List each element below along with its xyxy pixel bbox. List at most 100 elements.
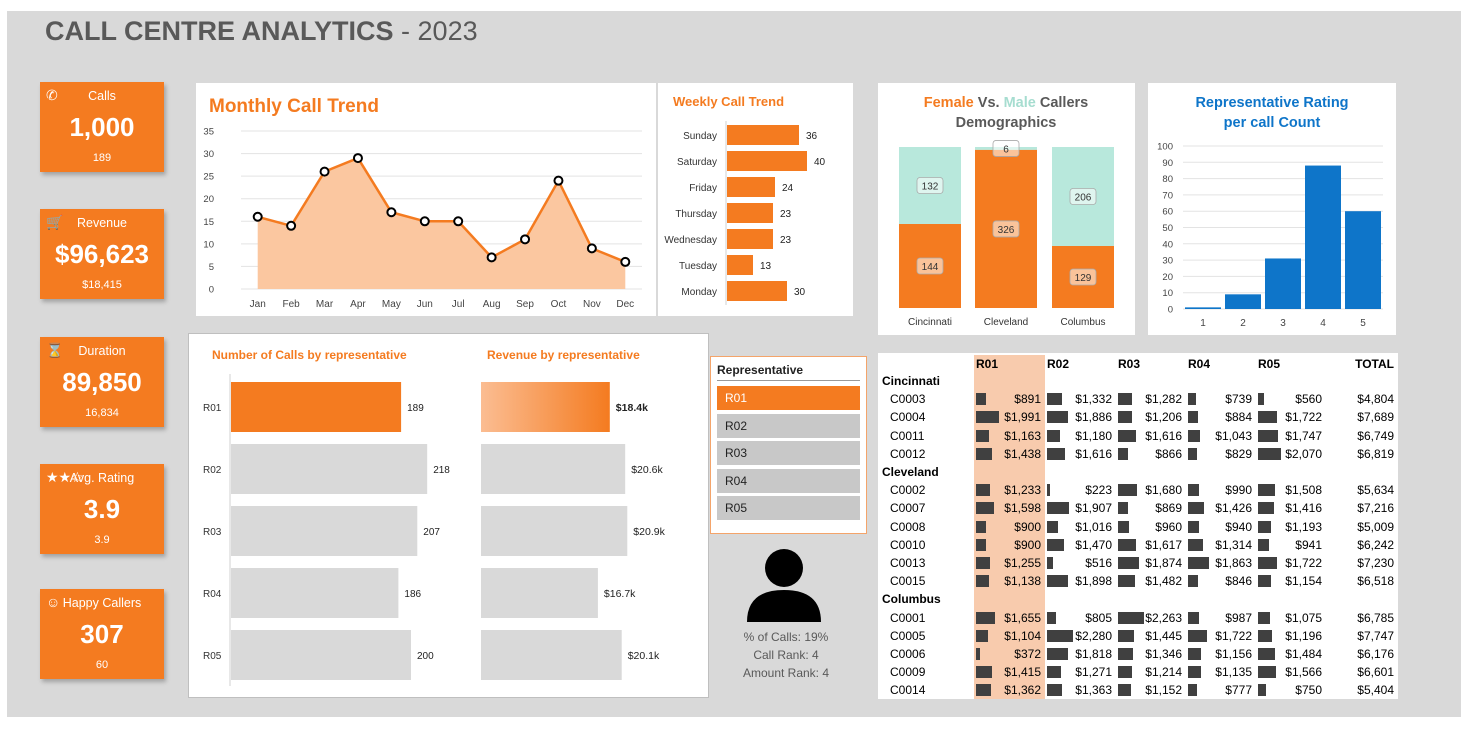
table-cell: $2,280	[1045, 627, 1116, 645]
cell-value: $1,616	[1075, 446, 1112, 461]
cell-value: $1,722	[1285, 410, 1322, 425]
customer-id: C0005	[890, 628, 926, 643]
rating-title-line1: Representative Rating	[1195, 95, 1348, 111]
slicer-item-r04[interactable]: R04	[717, 468, 860, 493]
slicer-item-r02[interactable]: R02	[717, 413, 860, 438]
cell-value: $1,484	[1285, 646, 1322, 661]
data-point	[352, 153, 363, 164]
x-tick-label: Jan	[250, 299, 266, 310]
table-cell: $1,907	[1045, 499, 1116, 517]
data-bar	[1188, 611, 1199, 624]
customer-id: C0015	[890, 574, 926, 589]
data-bar	[1118, 429, 1136, 442]
data-bar	[1258, 575, 1271, 588]
data-bar	[1118, 575, 1135, 588]
data-bar	[1047, 447, 1065, 460]
column-header	[880, 355, 974, 372]
data-bar	[1047, 575, 1068, 588]
slicer-item-r05[interactable]: R05	[717, 496, 860, 520]
column-header: R03	[1118, 356, 1141, 371]
slicer-item-r01[interactable]: R01	[717, 386, 860, 410]
table-row: C0013 $1,255 $516 $1,874 $1,863 $1,722 $7,230	[880, 553, 1396, 573]
cell-value: $1,206	[1145, 410, 1182, 425]
cell-value: $1,104	[1004, 628, 1041, 643]
table-cell: $1,874	[1116, 554, 1186, 572]
x-tick-label: Jul	[452, 299, 465, 310]
rep-stats: % of Calls: 19% Call Rank: 4 Amount Rank…	[710, 628, 862, 682]
cell-value: $560	[1295, 392, 1322, 407]
cell-value: $1,282	[1145, 392, 1182, 407]
data-bar	[976, 629, 988, 642]
customer-id: C0014	[890, 683, 926, 698]
cell-value: $987	[1225, 610, 1252, 625]
y-category-label: R04	[203, 589, 222, 600]
data-bar	[1047, 666, 1061, 679]
data-bar	[1188, 447, 1197, 460]
column-header: TOTAL	[1355, 356, 1394, 371]
table-cell: $1,332	[1045, 390, 1116, 408]
weekly-call-trend-panel: Weekly Call Trend Sunday 36 Saturday 40 Frid…	[658, 83, 853, 316]
x-category-label: 5	[1360, 318, 1366, 329]
cell-value: $866	[1155, 446, 1182, 461]
table-cell: $777	[1186, 681, 1256, 699]
kpi-sub-value: 3.9	[94, 534, 110, 546]
data-label-box	[916, 177, 944, 194]
rating-panel: Representative Rating per call Count 0 10…	[1148, 83, 1396, 335]
table-header-row: R01 R02 R03 R04 R05 TOTAL	[880, 355, 1396, 372]
rating-title-line2: per call Count	[1224, 115, 1321, 131]
data-bar	[1047, 502, 1069, 515]
slicer-item-r03[interactable]: R03	[717, 441, 860, 465]
bar	[727, 203, 773, 223]
table-cell: $1,566	[1256, 663, 1326, 681]
data-bar	[1118, 556, 1139, 569]
bar	[1265, 258, 1301, 309]
data-bar	[1118, 411, 1132, 424]
table-cell: $1,180	[1045, 427, 1116, 445]
table-cell: $960	[1116, 518, 1186, 536]
cell-value: $1,233	[1004, 483, 1041, 498]
data-label: $18.4k	[616, 402, 648, 414]
data-bar	[1047, 538, 1064, 551]
table-cell: $2,263	[1116, 608, 1186, 626]
data-bar	[1258, 538, 1269, 551]
cell-value: $1,722	[1285, 555, 1322, 570]
data-point	[252, 211, 263, 222]
revenue-pivot-table: R01 R02 R03 R04 R05 TOTAL Cincinnati C0003 $891 $…	[880, 355, 1396, 700]
customer-id: C0009	[890, 665, 926, 680]
data-bar	[976, 575, 989, 588]
bar	[481, 568, 598, 618]
customer-id: C0004	[890, 410, 926, 425]
data-label-box	[1069, 268, 1097, 286]
y-tick-label: 100	[1157, 142, 1173, 153]
x-category-label: Cincinnati	[908, 317, 952, 328]
row-total: $6,176	[1357, 646, 1394, 661]
table-cell: $560	[1256, 390, 1326, 408]
table-cell: $1,863	[1186, 554, 1256, 572]
data-label: 218	[433, 465, 450, 476]
data-bar	[976, 611, 995, 624]
y-tick-label: 50	[1162, 223, 1173, 234]
data-point	[386, 207, 397, 218]
data-bar	[1258, 684, 1266, 697]
demographics-title-line2: Demographics	[956, 115, 1057, 131]
row-total: $7,689	[1357, 410, 1394, 425]
data-label-box	[916, 257, 944, 275]
y-tick-label: 60	[1162, 207, 1173, 218]
bar	[1185, 307, 1221, 309]
cell-value: $2,280	[1075, 628, 1112, 643]
weekly-chart-title: Weekly Call Trend	[673, 94, 784, 109]
y-tick-label: 70	[1162, 190, 1173, 201]
call-rank-text: Call Rank: 4	[753, 648, 819, 662]
table-cell: $1,680	[1116, 481, 1186, 499]
series-line	[257, 156, 626, 264]
data-label: $20.1k	[628, 650, 660, 662]
data-label: 132	[922, 182, 939, 193]
data-point	[620, 256, 631, 267]
amount-rank-text: Amount Rank: 4	[742, 666, 830, 680]
data-bar	[976, 647, 980, 660]
data-point	[419, 216, 430, 227]
table-cell: $1,722	[1256, 408, 1326, 426]
table-cell: $990	[1186, 481, 1256, 499]
cell-value: $846	[1225, 574, 1252, 589]
data-label: 23	[780, 235, 792, 246]
